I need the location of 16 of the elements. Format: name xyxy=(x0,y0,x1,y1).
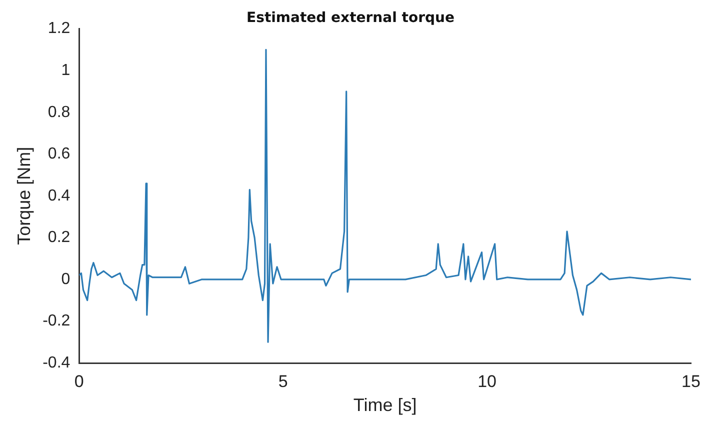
x-tick-label: 10 xyxy=(478,372,497,391)
y-tick-label: 0.8 xyxy=(48,104,70,121)
y-tick-label: 1 xyxy=(61,62,70,79)
y-tick-label: -0.2 xyxy=(42,312,70,330)
y-tick-label: 0.6 xyxy=(48,146,70,163)
x-axis-title: Time [s] xyxy=(353,395,417,416)
chart-title: Estimated external torque xyxy=(246,10,454,26)
x-tick-label: 5 xyxy=(278,372,288,391)
y-tick-label: 0.2 xyxy=(48,229,70,246)
x-tick-label: 15 xyxy=(682,372,700,391)
x-tick-label: 0 xyxy=(74,372,84,391)
y-tick-label: 0 xyxy=(61,270,70,288)
y-tick-label: 0.4 xyxy=(48,187,70,204)
y-tick-label: 1.2 xyxy=(48,20,70,38)
y-axis-title: Torque [Nm] xyxy=(14,146,34,245)
y-tick-label: -0.4 xyxy=(42,354,70,372)
